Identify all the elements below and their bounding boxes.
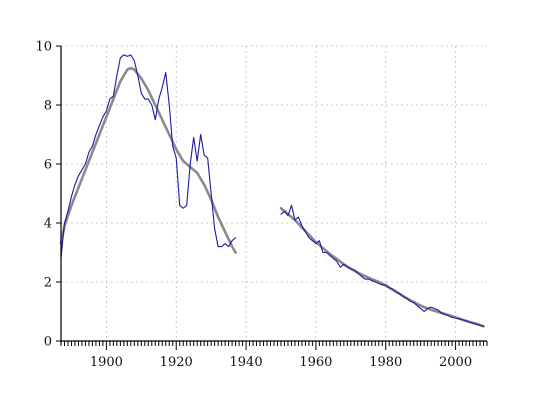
y-tick-label: 10 bbox=[35, 40, 52, 55]
grid-layer bbox=[61, 45, 487, 341]
y-tick-label: 8 bbox=[44, 99, 52, 114]
x-tick-label: 1900 bbox=[90, 355, 123, 370]
series-layer bbox=[59, 54, 485, 328]
series-trend-line-segment-2 bbox=[279, 206, 485, 328]
series-trend-line-segment-1 bbox=[59, 66, 237, 254]
x-tick-label: 2000 bbox=[439, 355, 472, 370]
x-tick-label: 1920 bbox=[160, 355, 193, 370]
x-tick-label: 1980 bbox=[369, 355, 402, 370]
x-tick-label: 1940 bbox=[230, 355, 263, 370]
y-tick-label: 0 bbox=[44, 335, 52, 350]
series-actual-line-segment-2 bbox=[280, 204, 485, 327]
axis-layer bbox=[56, 45, 488, 350]
y-tick-label: 2 bbox=[44, 276, 52, 291]
x-tick-label: 1960 bbox=[299, 355, 332, 370]
y-tick-label: 4 bbox=[44, 217, 52, 232]
y-tick-label: 6 bbox=[44, 158, 52, 173]
label-layer: 0 2 4 6 8 10 1900 1920 1940 1960 1980 2000 bbox=[35, 40, 472, 371]
series-actual-line-segment-1 bbox=[60, 54, 237, 259]
